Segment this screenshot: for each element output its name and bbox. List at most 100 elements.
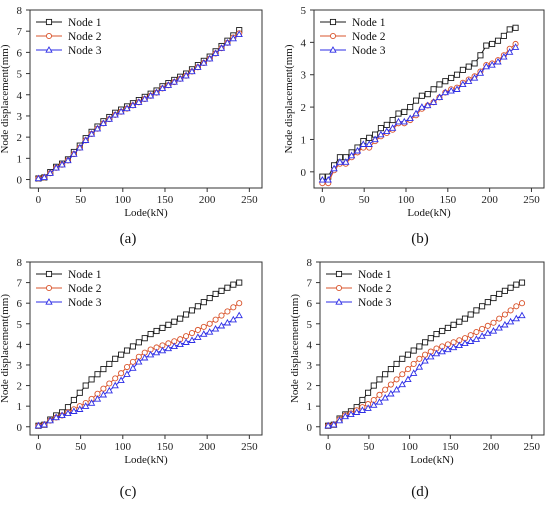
- y-tick-label: 7: [307, 278, 313, 290]
- y-tick-label: 5: [307, 319, 313, 331]
- data-point-node-3: [111, 381, 119, 389]
- plot-frame: [29, 261, 263, 436]
- data-point-node-3: [341, 412, 349, 420]
- data-point-node-3: [383, 127, 391, 135]
- y-tick-label: 0: [17, 175, 23, 187]
- data-point-node-1: [512, 24, 519, 31]
- data-point-node-2: [490, 319, 497, 326]
- data-point-node-3: [398, 380, 406, 388]
- x-tick-label: 250: [241, 194, 258, 206]
- data-point-node-3: [370, 401, 378, 408]
- data-point-node-3: [146, 350, 155, 358]
- data-point-node-3: [489, 327, 498, 334]
- data-point-node-3: [470, 74, 479, 81]
- data-point-node-3: [105, 386, 113, 394]
- data-point-node-1: [489, 40, 496, 48]
- data-point-node-3: [444, 345, 452, 353]
- data-point-node-1: [471, 60, 478, 67]
- data-point-node-3: [324, 421, 332, 429]
- data-point-node-1: [506, 26, 513, 33]
- data-point-node-3: [500, 52, 508, 60]
- data-point-node-2: [100, 385, 107, 392]
- y-tick-label: 5: [301, 5, 307, 17]
- legend-label-node-1: Node 1: [68, 17, 102, 29]
- data-point-node-2: [422, 351, 429, 358]
- data-point-node-3: [501, 320, 509, 328]
- data-point-node-3: [117, 107, 125, 115]
- data-point-node-3: [318, 175, 327, 183]
- data-point-node-3: [353, 408, 361, 415]
- data-point-node-3: [93, 395, 102, 402]
- data-point-node-3: [400, 117, 408, 125]
- data-point-node-1: [422, 339, 429, 346]
- data-point-node-1: [118, 351, 125, 358]
- data-point-node-1: [70, 396, 77, 404]
- x-tick-label: 50: [75, 441, 87, 453]
- data-point-node-3: [406, 114, 414, 122]
- data-point-node-1: [359, 396, 366, 404]
- data-point-node-1: [165, 321, 172, 328]
- data-point-node-1: [433, 331, 440, 338]
- data-point-node-3: [484, 329, 492, 336]
- data-point-node-3: [330, 420, 338, 428]
- data-point-node-3: [70, 407, 78, 414]
- data-point-node-3: [58, 411, 66, 419]
- legend-label-node-2: Node 2: [68, 283, 102, 295]
- data-point-node-3: [141, 95, 149, 102]
- x-tick-label: 200: [199, 441, 216, 453]
- y-tick-label: 4: [17, 90, 23, 102]
- data-point-node-3: [449, 343, 458, 351]
- data-point-node-1: [123, 347, 131, 354]
- data-point-node-2: [507, 307, 514, 314]
- x-tick-label: 50: [363, 441, 375, 453]
- data-point-node-3: [40, 173, 48, 181]
- data-point-node-3: [194, 63, 202, 70]
- data-point-node-1: [424, 91, 431, 98]
- data-point-node-3: [364, 404, 372, 411]
- data-point-node-2: [112, 375, 119, 382]
- y-tick-label: 1: [301, 134, 307, 146]
- data-point-node-1: [94, 371, 101, 378]
- panel-caption: (c): [120, 484, 137, 500]
- data-point-node-3: [465, 77, 473, 84]
- x-tick-label: 200: [199, 194, 216, 206]
- data-point-node-3: [461, 339, 469, 347]
- x-tick-label: 100: [115, 441, 132, 453]
- data-point-node-1: [76, 389, 83, 396]
- data-point-node-1: [404, 351, 412, 358]
- data-point-node-1: [236, 279, 243, 286]
- x-tick-label: 100: [401, 441, 418, 453]
- data-point-node-3: [511, 43, 520, 50]
- data-point-node-3: [64, 409, 72, 417]
- data-point-node-3: [46, 169, 54, 176]
- data-point-node-3: [194, 333, 202, 340]
- data-point-node-3: [358, 406, 367, 413]
- data-point-node-1: [500, 32, 507, 39]
- data-point-node-1: [365, 389, 372, 396]
- chart-panel-1: 0 50 100 150 200 250 0 1 2 3 4 5 6 7 8 Lode(kN) Node dis…: [0, 5, 263, 247]
- y-tick-label: 4: [17, 339, 23, 351]
- data-point-node-1: [177, 315, 184, 322]
- legend-label-node-3: Node 3: [352, 45, 386, 57]
- x-tick-label: 0: [36, 441, 42, 453]
- data-point-node-3: [447, 86, 455, 94]
- legend-label-node-2: Node 2: [68, 31, 102, 43]
- y-tick-label: 5: [17, 319, 23, 331]
- data-point-node-1: [153, 327, 160, 335]
- y-tick-label: 3: [301, 70, 307, 82]
- legend-label-node-2: Node 2: [352, 31, 386, 43]
- data-point-node-1: [490, 294, 497, 302]
- data-point-node-1: [513, 281, 520, 288]
- data-point-node-1: [395, 110, 402, 117]
- data-point-node-2: [183, 333, 190, 340]
- data-point-node-1: [88, 376, 95, 383]
- legend-label-node-3: Node 3: [358, 297, 392, 309]
- chart-panel-3: 0 50 100 150 200 250 0 1 2 3 4 5 6 7 8 Lode(kN) Node dis…: [0, 257, 263, 500]
- legend-label-node-3: Node 3: [68, 297, 102, 309]
- data-point-node-1: [224, 284, 231, 291]
- data-point-node-3: [353, 146, 362, 154]
- data-point-node-3: [476, 69, 485, 76]
- data-point-node-3: [512, 314, 520, 322]
- data-point-node-3: [152, 348, 161, 356]
